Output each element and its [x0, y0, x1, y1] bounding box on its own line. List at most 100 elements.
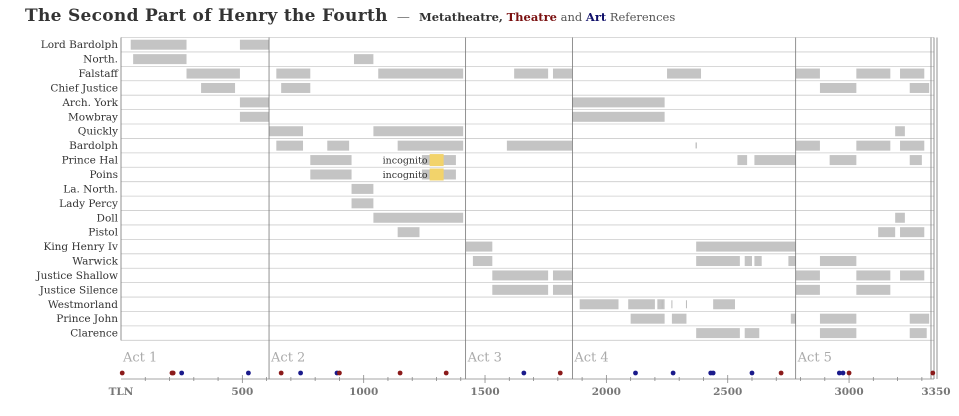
art-reference-dot — [836, 370, 842, 376]
speaking-span-bar — [657, 299, 665, 310]
speaking-span-bar — [696, 256, 740, 267]
speaking-span-bar — [373, 212, 464, 223]
speaking-span-bar — [895, 212, 905, 223]
art-reference-dot — [710, 370, 716, 376]
speaking-span-bar — [829, 155, 857, 166]
speaking-span-bar — [795, 68, 820, 79]
speaking-span-bar — [552, 270, 573, 281]
character-label: Prince Hal — [62, 155, 119, 167]
speaking-span-bar — [310, 169, 352, 180]
speaking-span-bar — [795, 140, 820, 151]
speaking-span-bar — [276, 140, 304, 151]
speaking-span-bar — [397, 140, 464, 151]
character-label: Lord Bardolph — [41, 39, 118, 51]
act-label: Act 5 — [797, 350, 832, 365]
speaking-span-bar — [737, 155, 748, 166]
speaking-span-bar — [239, 97, 270, 108]
character-label: King Henry Iv — [43, 241, 118, 253]
theatre-reference-dot — [443, 370, 449, 376]
x-axis-tick-label: 2500 — [713, 386, 742, 398]
theatre-reference-dot — [930, 370, 936, 376]
character-label: Warwick — [72, 256, 118, 268]
speaking-span-bar — [900, 68, 925, 79]
incognito-highlight — [429, 154, 444, 167]
legend-metatheatre: Metatheatre, — [418, 10, 503, 24]
character-label: Falstaff — [78, 68, 119, 80]
speaking-span-bar — [795, 270, 820, 281]
speaking-span-bar — [552, 68, 573, 79]
speaking-span-bar — [472, 256, 493, 267]
character-label: Mowbray — [68, 111, 118, 123]
speaking-span-bar — [514, 68, 549, 79]
speaking-span-bar — [133, 54, 187, 65]
speaking-span-bar — [819, 313, 857, 324]
speaking-span-bar — [909, 82, 930, 93]
theatre-reference-dot — [778, 370, 784, 376]
speaking-span-bar — [579, 299, 619, 310]
speaking-span-bar — [788, 256, 796, 267]
art-reference-dot — [179, 370, 185, 376]
speaking-span-bar — [909, 328, 927, 339]
art-reference-dot — [840, 370, 846, 376]
speaking-span-bar — [900, 227, 925, 238]
speaking-span-bar — [790, 313, 796, 324]
theatre-reference-dot — [170, 370, 176, 376]
speaking-span-bar — [327, 140, 350, 151]
legend-references: References — [609, 10, 676, 24]
speaking-span-bar — [754, 155, 796, 166]
speaking-span-bar — [856, 68, 891, 79]
speaking-span-bar — [630, 313, 665, 324]
speaking-span-bar — [819, 256, 857, 267]
speaking-span-bar — [909, 313, 930, 324]
character-label: Pistol — [88, 227, 118, 239]
speaking-span-bar — [492, 284, 549, 295]
speaking-span-bar — [696, 241, 796, 252]
x-axis-tick-label: 3000 — [834, 386, 863, 398]
incognito-label: incognito — [383, 170, 428, 181]
speaking-span-bar — [900, 270, 925, 281]
character-label: Chief Justice — [50, 82, 118, 94]
speaking-span-bar — [269, 126, 304, 137]
character-label: Westmorland — [48, 299, 118, 311]
character-label: Prince John — [56, 313, 118, 325]
theatre-reference-dot — [337, 370, 342, 376]
act-label: Act 2 — [270, 350, 305, 365]
art-reference-dot — [633, 370, 638, 376]
speaking-span-bar — [276, 68, 311, 79]
theatre-reference-dot — [846, 370, 852, 376]
art-reference-dot — [246, 370, 251, 376]
speaking-span-bar — [754, 256, 762, 267]
speaking-span-bar — [572, 97, 665, 108]
theatre-reference-dot — [557, 370, 563, 376]
act-label: Act 4 — [573, 350, 608, 365]
legend-and: and — [560, 10, 583, 24]
act-label: Act 3 — [467, 350, 502, 365]
speaking-span-bar — [713, 299, 735, 310]
chart-subtitle: Metatheatre, Theatre and Art References — [419, 10, 675, 24]
speaking-span-bar — [572, 111, 665, 122]
speaking-span-bar — [895, 126, 905, 137]
character-label: Quickly — [78, 126, 118, 138]
art-reference-dot — [670, 370, 676, 376]
speaking-span-bar — [819, 328, 857, 339]
x-axis-tick-label: 2000 — [592, 386, 621, 398]
speaking-span-bar — [397, 227, 420, 238]
character-label: Bardolph — [69, 140, 118, 152]
art-reference-dot — [298, 370, 303, 376]
character-label: La. North. — [63, 183, 118, 195]
speaking-span-bar — [667, 68, 702, 79]
character-label: Poins — [90, 169, 118, 181]
speaking-span-bar — [819, 82, 857, 93]
x-axis-start-label: TLN — [109, 386, 134, 398]
character-label: Clarence — [70, 328, 118, 340]
character-label: North. — [83, 54, 118, 66]
theatre-reference-dot — [278, 370, 284, 376]
speaking-span-bar — [856, 270, 891, 281]
character-label: Doll — [97, 212, 119, 224]
x-axis-tick-label: 500 — [231, 386, 253, 398]
speaking-span-bar — [378, 68, 464, 79]
theatre-reference-dot — [397, 370, 403, 376]
speaking-span-bar — [696, 328, 740, 339]
character-label: Lady Percy — [59, 198, 118, 210]
speaking-span-bar — [465, 241, 493, 252]
